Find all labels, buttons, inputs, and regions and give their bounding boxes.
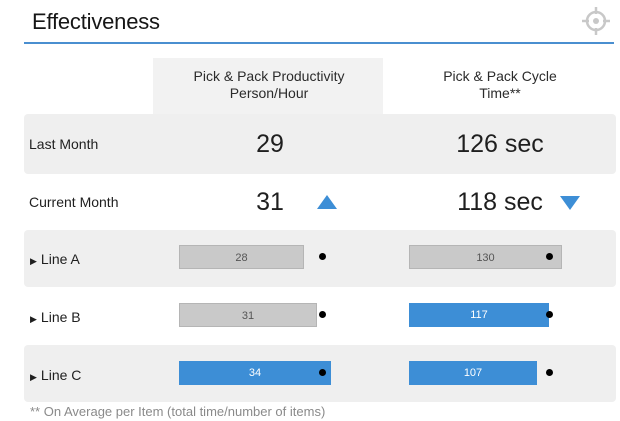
settings-button[interactable] [579,4,613,38]
last-month-cycle-time-value: 126 sec [456,130,544,158]
column-header-cycle-time: Pick & Pack Cycle Time** [400,68,600,102]
widget-header: Effectiveness [24,0,614,44]
line-label-text: Line A [40,251,80,267]
line-c-cycle-time-bar: 107 [409,361,537,385]
column-header-line: Person/Hour [229,85,309,101]
target-marker [546,369,553,376]
summary-row-label: Current Month [29,194,119,210]
current-month-productivity-value: 31 [256,188,284,216]
line-b-cycle-time-bar: 117 [409,303,549,327]
line-a-cycle-time-bar: 130 [409,245,562,269]
summary-row-background [24,114,616,174]
line-label-text: Line C [40,367,82,383]
target-marker [546,311,553,318]
footnote: ** On Average per Item (total time/numbe… [30,404,326,419]
column-header-productivity: Pick & Pack Productivity Person/Hour [155,68,383,102]
column-header-line: Pick & Pack Cycle [443,68,557,84]
bullet-icon: ▶ [30,314,37,324]
last-month-productivity-value: 29 [256,130,284,158]
bullet-icon: ▶ [30,372,37,382]
target-marker [319,253,326,260]
summary-row-label: Last Month [29,136,99,152]
line-a-productivity-bar: 28 [179,245,304,269]
trend-down-arrow-icon [560,196,580,210]
target-marker [546,253,553,260]
widget-title: Effectiveness [32,9,160,34]
current-month-cycle-time-value: 118 sec [457,188,543,216]
line-c-productivity-bar: 34 [179,361,331,385]
bullet-icon: ▶ [30,256,37,266]
line-label-text: Line B [40,309,81,325]
target-marker [319,311,326,318]
line-b-productivity-bar: 31 [179,303,317,327]
highlighted-column-background [153,58,383,118]
line-row-label: ▶ Line B [30,309,81,325]
column-header-line: Pick & Pack Productivity [193,68,345,84]
line-row-label: ▶ Line A [30,251,80,267]
trend-up-arrow-icon [317,195,337,209]
target-marker [319,369,326,376]
line-row-label: ▶ Line C [30,367,81,383]
column-header-line: Time** [479,85,521,101]
crosshair-gear-icon [582,7,610,35]
